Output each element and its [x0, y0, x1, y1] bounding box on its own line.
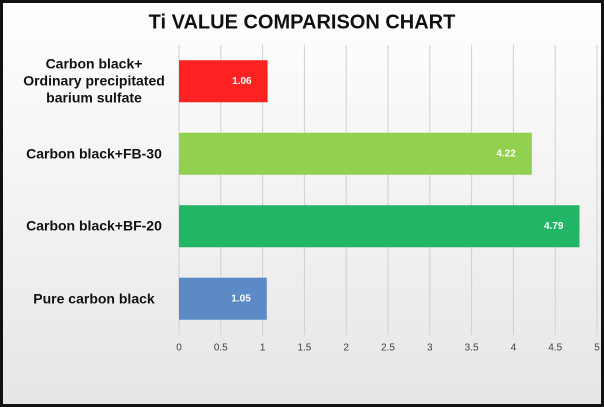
- x-tick-label: 2.5: [381, 343, 395, 354]
- x-tick-label: 5: [594, 343, 600, 354]
- value-label: 1.05: [231, 293, 251, 304]
- x-tick-label: 1.5: [297, 343, 311, 354]
- x-tick-label: 4: [511, 343, 517, 354]
- bar: [179, 205, 580, 248]
- x-tick-label: 3.5: [465, 343, 479, 354]
- bar: [179, 277, 267, 320]
- value-label: 4.22: [496, 148, 516, 159]
- y-tick-label: Carbon black+ Ordinary precipitated bari…: [23, 55, 165, 106]
- y-tick-label: Carbon black+FB-30: [26, 145, 162, 162]
- value-label: 4.79: [544, 221, 564, 232]
- y-tick-label: Pure carbon black: [33, 290, 155, 307]
- x-tick-label: 0.5: [214, 343, 228, 354]
- x-tick-label: 3: [427, 343, 433, 354]
- chart-title: Ti VALUE COMPARISON CHART: [149, 11, 456, 33]
- y-tick-label: Carbon black+BF-20: [26, 217, 162, 234]
- plot: Ti VALUE COMPARISON CHART 0 0.5 1 1.5 2 2.5 3 3…: [149, 11, 601, 354]
- x-tick-label: 2: [343, 343, 349, 354]
- value-label: 1.06: [232, 76, 252, 87]
- bar: [179, 132, 532, 175]
- bar: [179, 60, 268, 103]
- x-tick-label: 4.5: [548, 343, 562, 354]
- x-tick-label: 0: [176, 343, 182, 354]
- x-tick-label: 1: [260, 343, 266, 354]
